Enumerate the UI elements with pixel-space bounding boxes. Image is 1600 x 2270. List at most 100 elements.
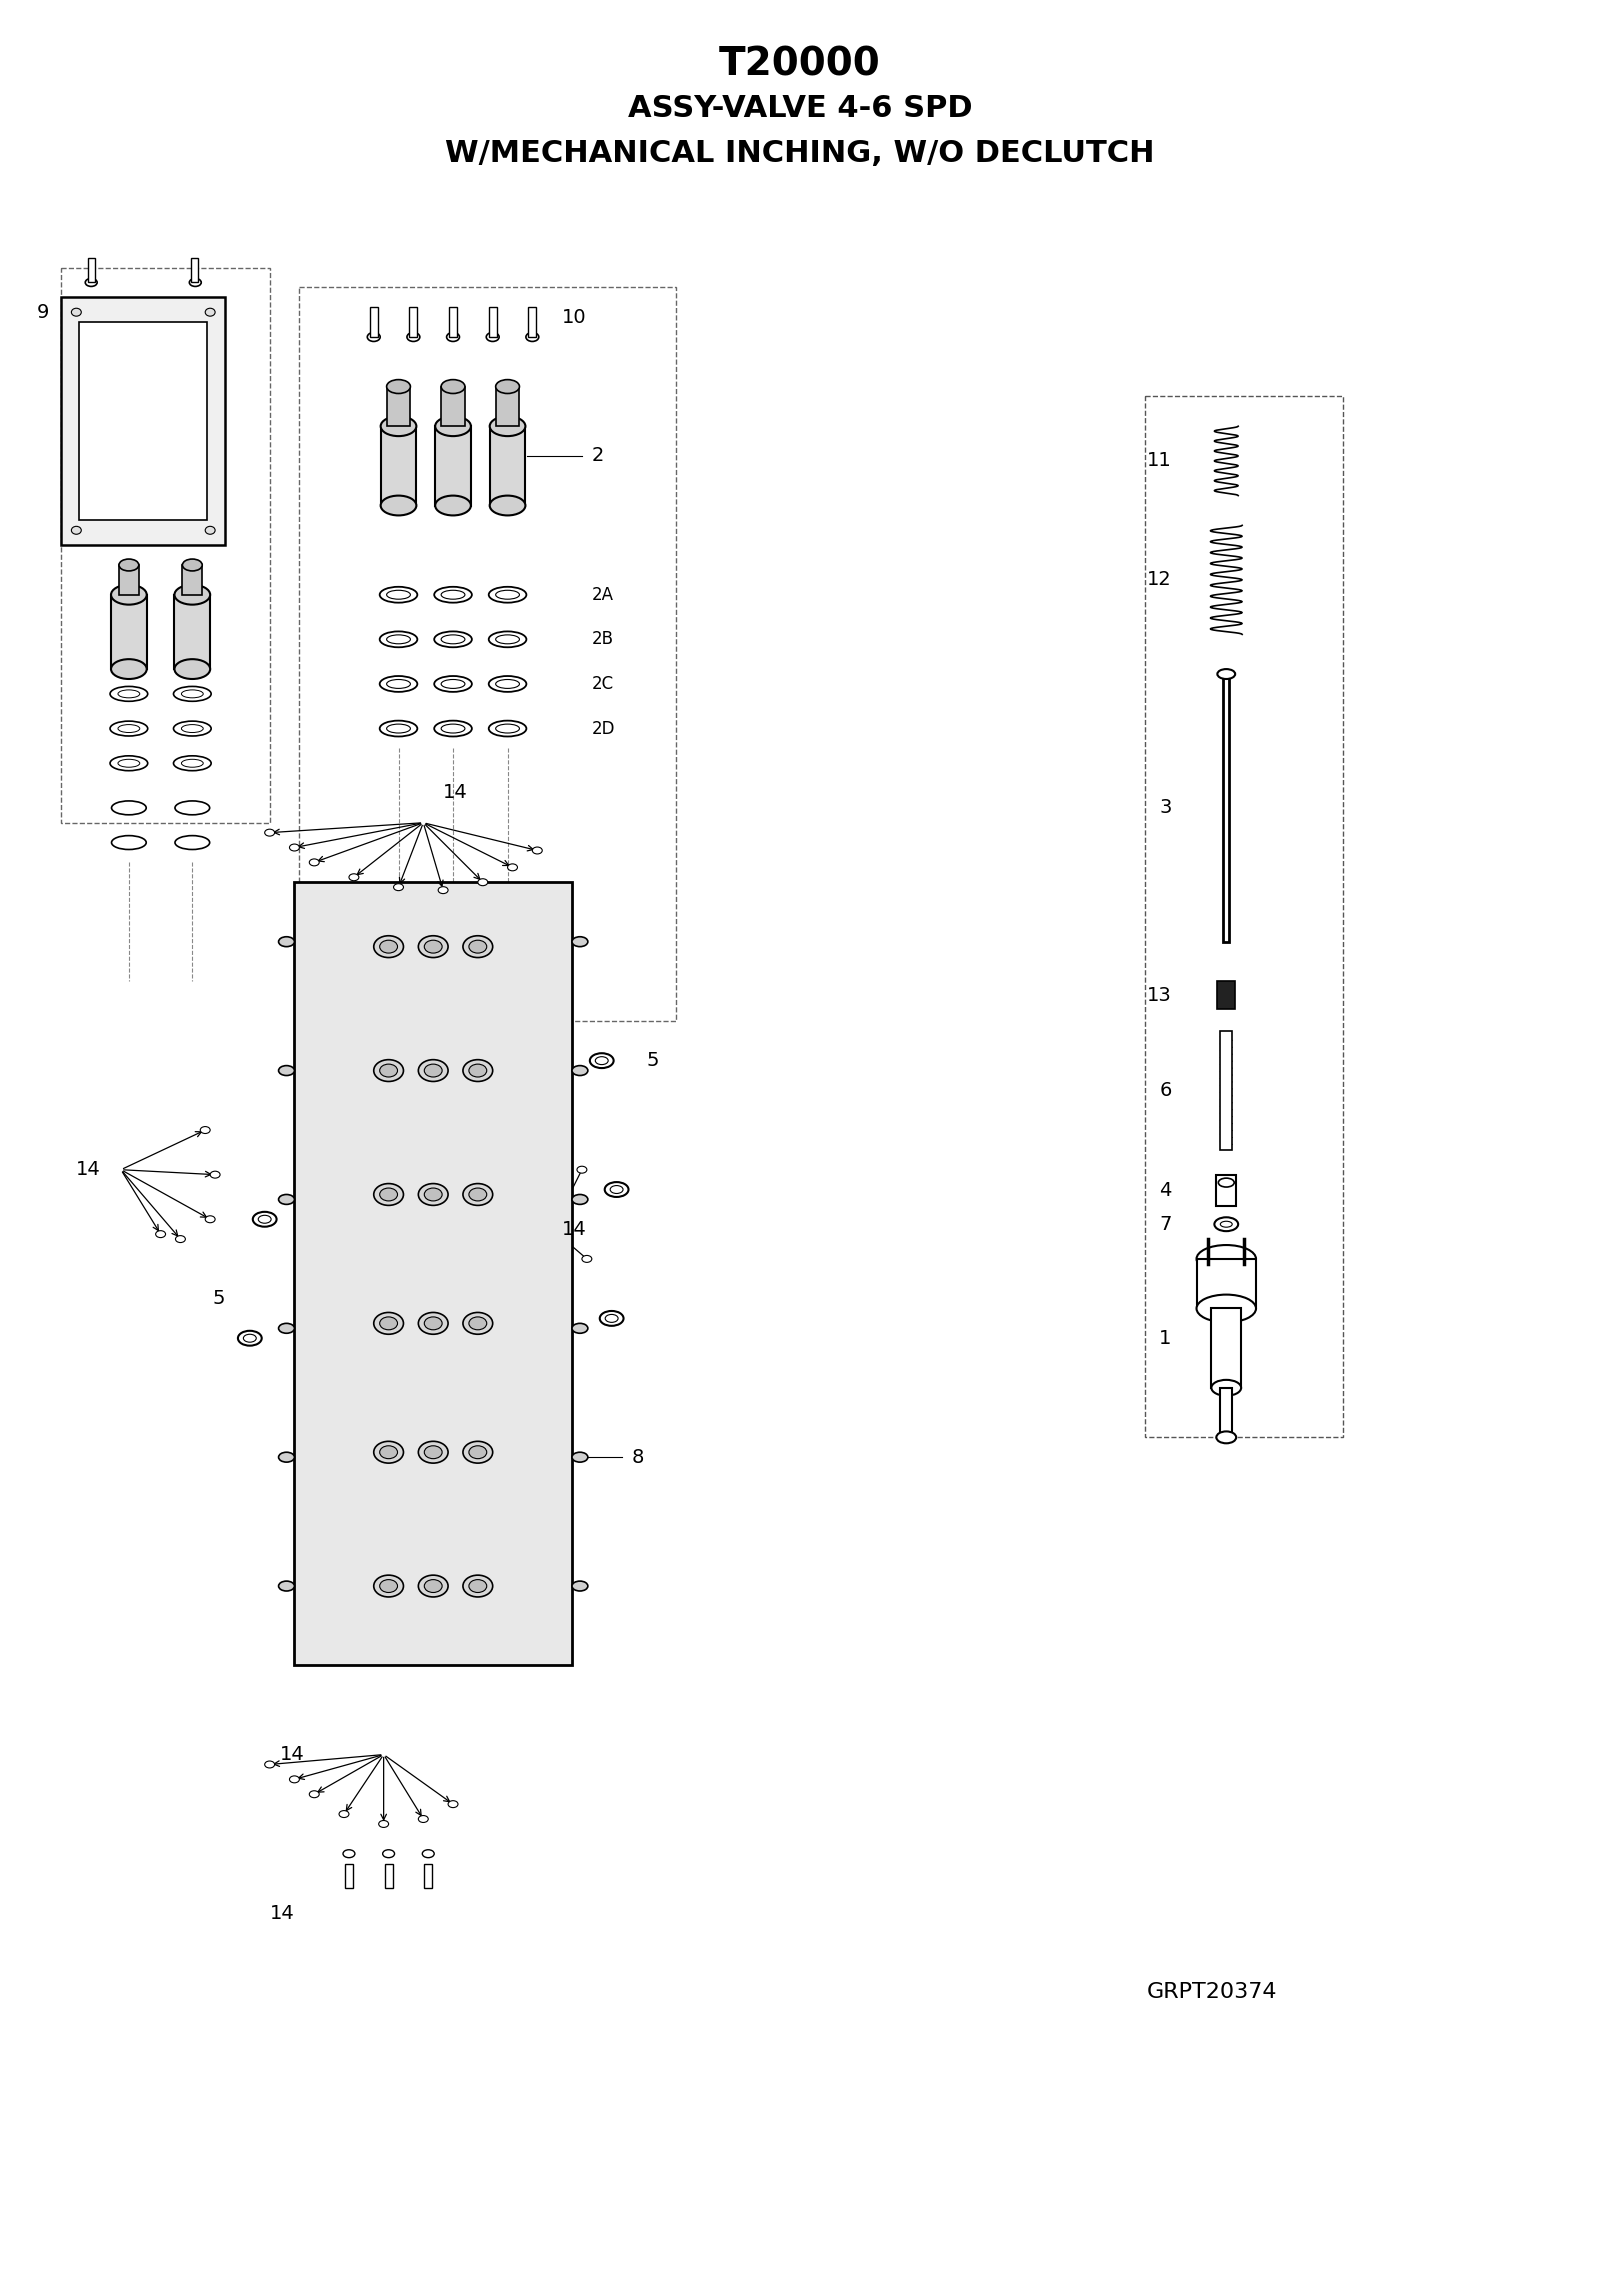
Ellipse shape [110, 586, 147, 604]
Ellipse shape [379, 1821, 389, 1827]
Ellipse shape [110, 686, 147, 701]
Ellipse shape [595, 1058, 608, 1065]
Ellipse shape [434, 588, 472, 602]
Ellipse shape [379, 1065, 397, 1076]
Ellipse shape [238, 1330, 262, 1346]
Bar [118, 565, 139, 595]
Ellipse shape [435, 495, 470, 515]
Ellipse shape [181, 724, 203, 733]
Ellipse shape [112, 835, 146, 849]
Ellipse shape [418, 1183, 448, 1205]
Ellipse shape [200, 1126, 210, 1133]
Ellipse shape [85, 279, 98, 286]
Ellipse shape [424, 1580, 442, 1594]
Bar [61, 268, 270, 822]
Ellipse shape [418, 1575, 448, 1598]
Ellipse shape [278, 1582, 294, 1591]
Bar [299, 288, 677, 1022]
Ellipse shape [374, 1312, 403, 1335]
Ellipse shape [462, 1441, 493, 1464]
Ellipse shape [258, 1214, 270, 1224]
Bar [1221, 1387, 1232, 1437]
Text: 14: 14 [77, 1160, 101, 1178]
Ellipse shape [387, 679, 411, 688]
Ellipse shape [422, 1850, 434, 1857]
Ellipse shape [379, 1580, 397, 1594]
Ellipse shape [582, 1255, 592, 1262]
Ellipse shape [379, 1446, 397, 1460]
Bar [496, 386, 520, 427]
Ellipse shape [469, 940, 486, 953]
Bar [1211, 1308, 1242, 1387]
Ellipse shape [435, 415, 470, 436]
Ellipse shape [469, 1065, 486, 1076]
Ellipse shape [173, 686, 211, 701]
Ellipse shape [1221, 1221, 1232, 1228]
Ellipse shape [1216, 1432, 1237, 1444]
Bar [174, 595, 210, 670]
Ellipse shape [434, 720, 472, 735]
Bar [88, 259, 94, 281]
Ellipse shape [507, 865, 517, 872]
Ellipse shape [110, 722, 147, 735]
Ellipse shape [174, 801, 210, 815]
Text: 11: 11 [1147, 452, 1171, 470]
Ellipse shape [571, 1323, 587, 1332]
Bar [1197, 1260, 1256, 1308]
Text: 14: 14 [270, 1905, 294, 1923]
Bar [387, 386, 411, 427]
Text: ASSY-VALVE 4-6 SPD: ASSY-VALVE 4-6 SPD [627, 95, 973, 123]
Ellipse shape [309, 1791, 320, 1798]
Ellipse shape [571, 938, 587, 947]
Bar [370, 306, 378, 336]
Ellipse shape [486, 331, 499, 340]
Ellipse shape [381, 495, 416, 515]
Ellipse shape [446, 331, 459, 340]
Ellipse shape [374, 935, 403, 958]
Ellipse shape [462, 935, 493, 958]
Ellipse shape [1218, 670, 1235, 679]
Ellipse shape [490, 415, 525, 436]
Ellipse shape [434, 676, 472, 692]
Ellipse shape [394, 883, 403, 890]
Bar [1221, 1031, 1232, 1151]
Ellipse shape [112, 801, 146, 815]
Text: 4: 4 [1160, 1180, 1171, 1201]
Ellipse shape [278, 1323, 294, 1332]
Ellipse shape [174, 835, 210, 849]
Bar [435, 427, 470, 506]
Ellipse shape [368, 331, 381, 340]
Ellipse shape [253, 1212, 277, 1226]
Ellipse shape [571, 1453, 587, 1462]
Ellipse shape [173, 722, 211, 735]
Ellipse shape [571, 1194, 587, 1205]
Ellipse shape [424, 1446, 442, 1460]
Ellipse shape [424, 1065, 442, 1076]
Ellipse shape [442, 679, 466, 688]
Ellipse shape [379, 588, 418, 602]
Ellipse shape [442, 379, 466, 393]
Text: 1: 1 [1160, 1328, 1171, 1348]
Bar [488, 306, 496, 336]
Bar [1218, 981, 1235, 1010]
Ellipse shape [462, 1575, 493, 1598]
Ellipse shape [469, 1446, 486, 1460]
Ellipse shape [469, 1580, 486, 1594]
Ellipse shape [434, 631, 472, 647]
Ellipse shape [424, 940, 442, 953]
Ellipse shape [387, 636, 411, 645]
Bar [80, 322, 206, 520]
Ellipse shape [174, 586, 210, 604]
Bar [528, 306, 536, 336]
Ellipse shape [309, 858, 320, 865]
Ellipse shape [374, 1575, 403, 1598]
Ellipse shape [600, 1312, 624, 1326]
Bar [1216, 1174, 1237, 1205]
Ellipse shape [118, 558, 139, 572]
Ellipse shape [406, 331, 419, 340]
Ellipse shape [349, 874, 358, 881]
Text: 2B: 2B [592, 631, 614, 649]
Ellipse shape [205, 527, 214, 533]
Text: 14: 14 [562, 1219, 587, 1239]
Ellipse shape [264, 1762, 275, 1768]
